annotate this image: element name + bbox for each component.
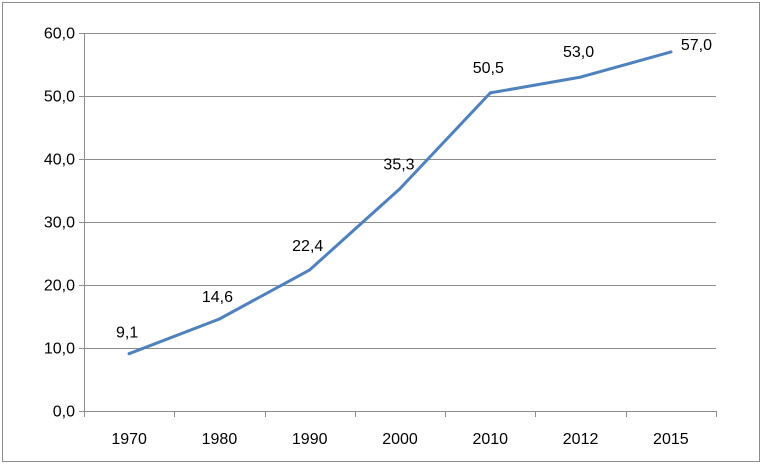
data-point: [579, 75, 583, 79]
data-point: [669, 50, 673, 54]
series-layer: [127, 50, 673, 356]
data-labels: 9,1 14,6 22,4 35,3 50,5 53,0 57,0: [116, 37, 712, 342]
axes: [79, 33, 717, 417]
data-point: [308, 268, 312, 272]
x-tick-label: 1970: [111, 431, 147, 448]
x-tick-label: 2010: [472, 431, 508, 448]
data-label: 22,4: [292, 238, 323, 255]
x-tick-label: 2015: [653, 431, 689, 448]
data-label: 14,6: [202, 289, 233, 306]
data-label: 53,0: [563, 44, 594, 61]
y-tick-label: 10,0: [44, 341, 75, 358]
data-point: [488, 91, 492, 95]
series-line: [127, 50, 673, 356]
x-tick-label: 2012: [563, 431, 599, 448]
y-tick-label: 50,0: [44, 89, 75, 106]
y-axis-tick-labels: 0,0 10,0 20,0 30,0 40,0 50,0 60,0: [44, 26, 75, 421]
x-tick-label: 1980: [202, 431, 238, 448]
data-label: 50,5: [473, 60, 504, 77]
y-tick-label: 40,0: [44, 152, 75, 169]
grid-lines: [84, 33, 716, 349]
x-axis-tick-labels: 1970 1980 1990 2000 2010 2012 2015: [111, 431, 688, 448]
y-tick-label: 30,0: [44, 215, 75, 232]
data-label: 9,1: [116, 325, 138, 342]
data-point: [127, 352, 131, 356]
y-tick-label: 60,0: [44, 26, 75, 43]
data-point: [217, 317, 221, 321]
data-label: 35,3: [383, 157, 414, 174]
y-tick-label: 20,0: [44, 278, 75, 295]
data-label: 57,0: [681, 37, 712, 54]
chart-frame: [2, 2, 760, 462]
x-tick-label: 2000: [382, 431, 418, 448]
y-tick-label: 0,0: [53, 404, 75, 421]
x-tick-label: 1990: [292, 431, 328, 448]
data-point: [398, 187, 402, 191]
